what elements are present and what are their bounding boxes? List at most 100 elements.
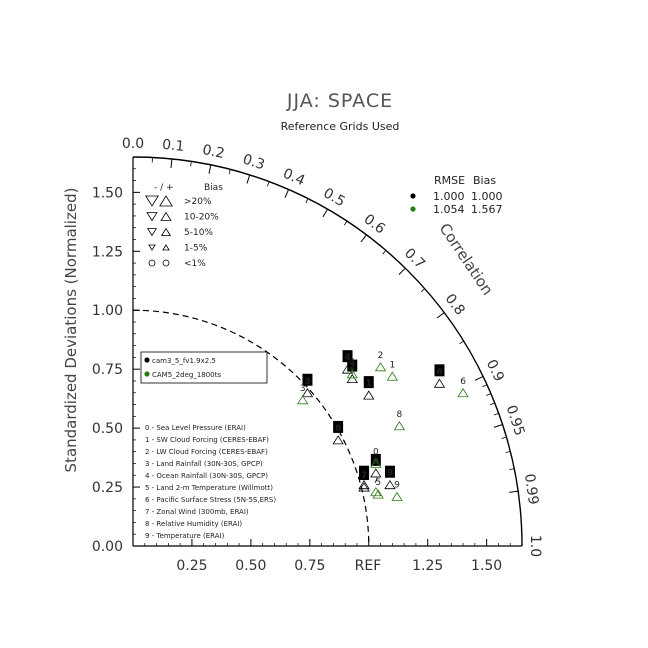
case-legend-rmse-header: RMSE [434, 174, 465, 187]
data-point-label: 2 [378, 351, 384, 361]
bias-legend-down-triangle [146, 212, 158, 222]
case-legend-dot [410, 193, 416, 199]
data-point-marker [346, 369, 358, 379]
y-tick-label: 1.25 [92, 244, 123, 260]
data-point-label: 9 [387, 469, 393, 479]
data-point-marker [346, 373, 358, 384]
data-point-marker [370, 468, 382, 478]
data-point-marker [297, 395, 309, 405]
x-tick-label: 0.75 [294, 558, 325, 574]
case-name-legend-label: CAM5_2deg_1800ts [152, 371, 221, 379]
case-legend-bias-header: Bias [473, 174, 496, 187]
data-point-marker [341, 364, 354, 374]
data-point-label: 0 [373, 457, 379, 467]
correlation-minor-tick [493, 412, 499, 416]
correlation-tick-label: 0.5 [320, 185, 347, 210]
data-point-label: 2 [349, 363, 355, 373]
bias-legend-circle [162, 259, 170, 267]
data-point-label: 3 [300, 384, 306, 394]
chart-title: JJA: SPACE [286, 90, 393, 112]
correlation-tick [322, 208, 328, 218]
correlation-tick [246, 174, 251, 184]
correlation-tick-label: 0.3 [241, 151, 267, 173]
correlation-tick-label: 0.99 [521, 473, 541, 506]
data-point-label: 3 [304, 377, 310, 387]
data-point-marker [391, 491, 403, 501]
y-tick-label: 1.50 [92, 185, 123, 201]
x-tick-label: 0.50 [235, 558, 266, 574]
data-point-label: 1 [389, 360, 395, 370]
case-name-legend-dot [144, 371, 150, 377]
variable-legend-item: 4 - Ocean Rainfall (30N-30S, GPCP) [145, 472, 268, 480]
data-point-label-box [384, 465, 395, 478]
case-legend-rmse-value: 1.054 [433, 203, 465, 216]
outer-arc [132, 156, 523, 547]
variable-legend-item: 7 - Zonal Wind (300mb, ERAI) [145, 508, 249, 516]
data-point-label-box [347, 359, 358, 372]
variable-legend-item: 6 - Pacific Surface Stress (5N-5S,ERS) [145, 496, 276, 504]
ref-tick-label: REF [355, 558, 382, 574]
data-point-marker [393, 421, 406, 431]
correlation-tick-label: 0.0 [122, 136, 144, 152]
case-legend-rmse-value: 1.000 [433, 190, 465, 203]
bias-legend-bias-header: Bias [204, 183, 223, 193]
y-tick-label: 0.50 [92, 421, 123, 437]
correlation-tick [509, 490, 519, 493]
correlation-minor-tick [489, 402, 495, 406]
case-legend-bias-value: 1.000 [471, 190, 503, 203]
bias-legend-row-label: >20% [184, 197, 212, 207]
correlation-tick [436, 312, 445, 319]
bias-legend-up-triangle [160, 211, 172, 221]
correlation-minor-tick [501, 436, 507, 439]
bias-legend-row-label: 10-20% [184, 213, 219, 223]
data-point-marker [370, 487, 382, 497]
data-point-label: 4 [344, 353, 350, 363]
variable-legend-item: 5 - Land 2-m Temperature (Willmott) [145, 484, 273, 492]
data-point-label: 8 [335, 424, 341, 434]
data-point-label-box [359, 468, 370, 481]
correlation-minor-tick [228, 169, 231, 175]
reference-std-arc [132, 309, 370, 547]
data-point-label-box [363, 376, 374, 389]
data-point-label: 5 [375, 478, 381, 488]
correlation-tick [474, 375, 484, 381]
bias-legend-circle [148, 259, 156, 267]
data-point-label: 6 [436, 367, 442, 377]
correlation-tick [284, 189, 290, 198]
data-point-label: 1 [366, 379, 372, 389]
correlation-tick [208, 164, 212, 174]
chart-subtitle: Reference Grids Used [281, 120, 400, 133]
case-legend-bias-value: 1.567 [471, 203, 503, 216]
data-point-label: 4 [349, 358, 355, 368]
correlation-minor-tick [509, 468, 515, 470]
correlation-minor-tick [420, 288, 426, 293]
correlation-tick [398, 267, 406, 275]
data-point-marker [374, 362, 387, 372]
data-point-marker [384, 479, 396, 490]
correlation-tick-label: 0.1 [161, 137, 185, 155]
data-point-marker [301, 387, 314, 398]
correlation-tick-label: 0.2 [201, 142, 226, 162]
bias-legend-down-triangle [146, 228, 158, 237]
correlation-minor-tick [190, 161, 192, 167]
data-point-label: 6 [460, 377, 466, 387]
data-point-marker [386, 371, 399, 381]
y-axis-label: Standardized Deviations (Normalized) [62, 188, 80, 473]
correlation-tick [170, 158, 173, 168]
correlation-tick [360, 234, 367, 243]
data-point-marker [358, 482, 370, 492]
y-tick-label: 0.00 [92, 539, 123, 555]
data-point-label-box [333, 420, 344, 433]
y-tick-label: 1.00 [92, 303, 123, 319]
bias-legend-up-triangle [159, 195, 173, 207]
variable-legend-item: 2 - LW Cloud Forcing (CERES-EBAF) [145, 448, 268, 456]
data-point-label: 7 [373, 476, 379, 486]
correlation-minor-tick [267, 181, 270, 187]
correlation-tick-label: 0.9 [483, 357, 507, 384]
correlation-minor-tick [482, 384, 488, 388]
bias-legend-row-label: <1% [184, 259, 206, 269]
correlation-minor-tick [343, 220, 348, 226]
data-point-marker [370, 458, 382, 468]
